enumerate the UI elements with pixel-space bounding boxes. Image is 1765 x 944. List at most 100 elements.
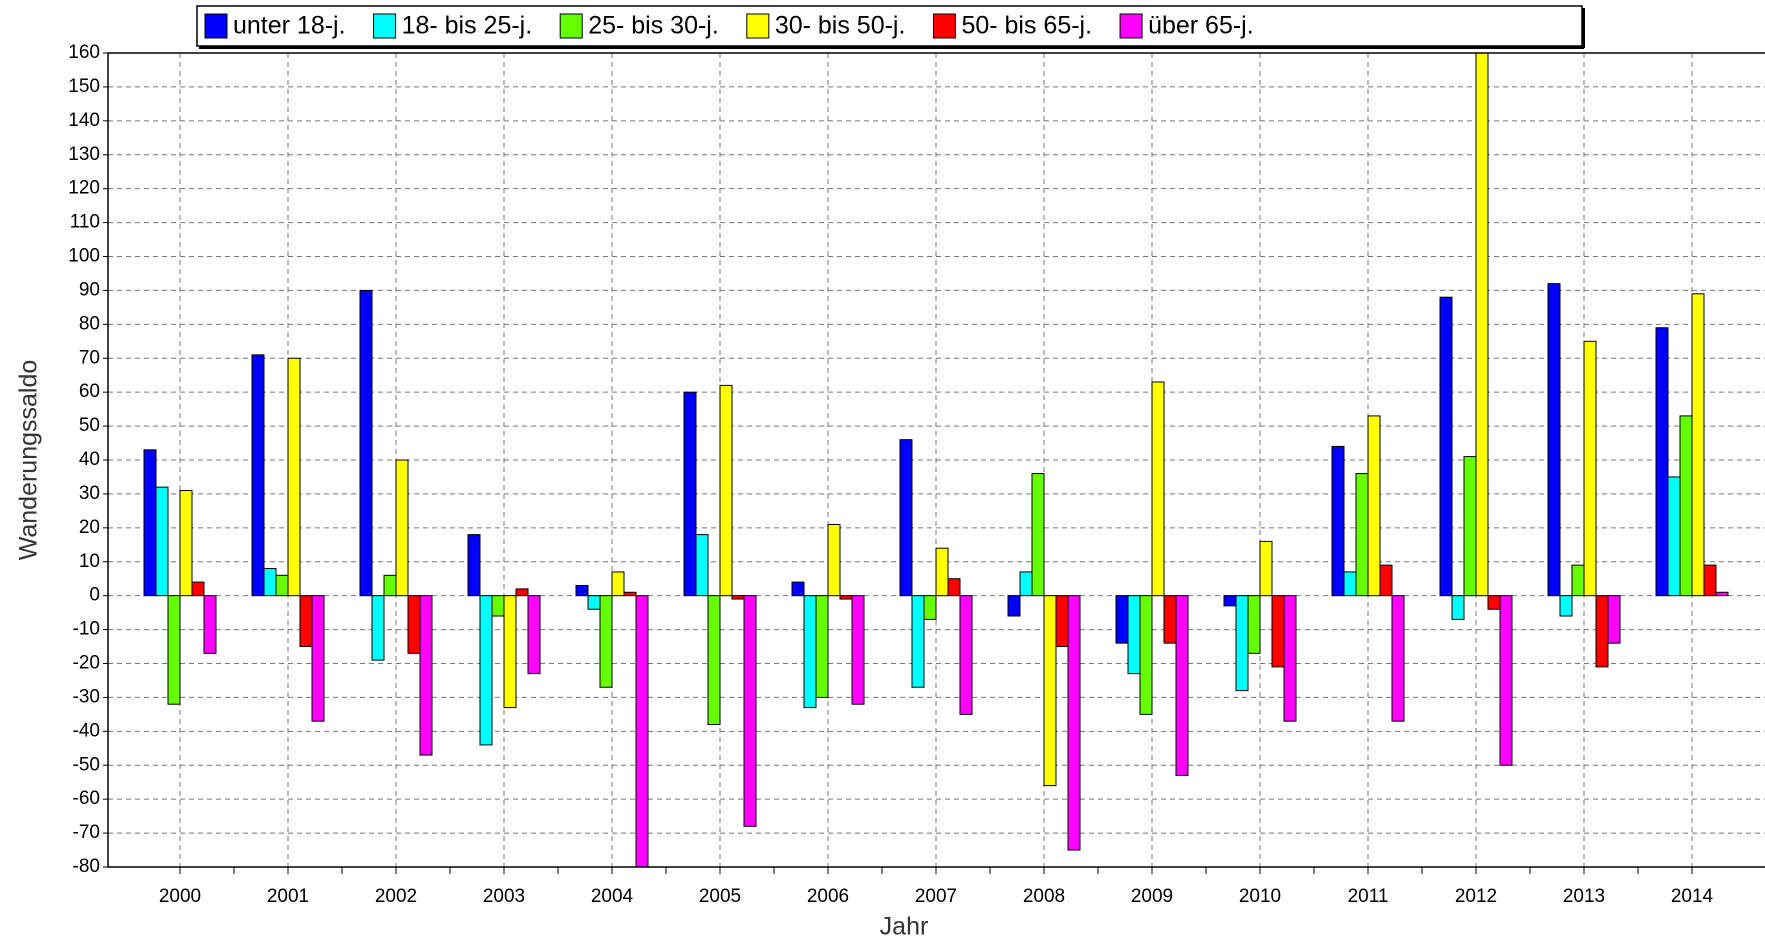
bar: [1007, 595, 1021, 617]
legend-label: über 65-j.: [1148, 12, 1254, 40]
bar: [827, 523, 841, 597]
x-tick-label: 2005: [699, 886, 741, 907]
bar: [1595, 595, 1609, 668]
legend-label: unter 18-j.: [233, 12, 346, 40]
bar: [923, 595, 937, 620]
legend-swatch: [1119, 13, 1143, 39]
x-tick-label: 2001: [267, 886, 309, 907]
x-tick-label: 2011: [1348, 886, 1389, 907]
bar: [815, 595, 829, 698]
bar: [419, 595, 433, 756]
legend-label: 25- bis 30-j.: [588, 12, 719, 40]
bar: [1487, 595, 1501, 610]
bar: [1019, 571, 1033, 597]
bar: [1259, 540, 1273, 597]
y-tick-label: -10: [73, 619, 100, 640]
bar: [803, 595, 817, 709]
bar: [1475, 53, 1489, 597]
x-tick-label: 2010: [1239, 886, 1281, 907]
x-tick-label: 2004: [591, 886, 634, 907]
bar: [503, 595, 517, 709]
bar: [947, 578, 961, 597]
bar: [575, 584, 589, 597]
bar: [599, 595, 613, 688]
legend-label: 18- bis 25-j.: [402, 12, 533, 40]
y-tick-label: 60: [79, 381, 100, 402]
bar: [707, 595, 721, 726]
bar: [191, 581, 205, 597]
bar: [395, 459, 409, 597]
bar: [383, 574, 397, 597]
y-tick-label: 100: [68, 246, 100, 267]
bar: [287, 357, 301, 597]
y-tick-label: 160: [68, 42, 100, 63]
legend-box: [196, 5, 1583, 47]
bar: [839, 595, 853, 600]
y-tick-label: -20: [73, 653, 100, 674]
y-tick-label: 20: [79, 517, 100, 538]
bar: [1115, 595, 1129, 644]
bar: [1163, 595, 1177, 644]
bar: [1583, 340, 1597, 597]
bar: [623, 591, 637, 597]
bar: [467, 534, 481, 597]
bar: [515, 588, 529, 597]
bar: [851, 595, 865, 705]
bar: [1355, 473, 1369, 597]
bar: [1391, 595, 1405, 722]
bar: [1271, 595, 1285, 668]
y-tick-label: -40: [73, 720, 100, 741]
x-tick-label: 2003: [483, 886, 525, 907]
y-tick-label: -80: [73, 856, 100, 877]
bar: [311, 595, 325, 722]
y-tick-label: 50: [79, 415, 100, 436]
x-tick-label: 2008: [1023, 886, 1065, 907]
bar: [371, 595, 385, 661]
bar: [1559, 595, 1573, 617]
bar: [1043, 595, 1057, 787]
x-tick-label: 2002: [375, 886, 417, 907]
bar: [695, 534, 709, 597]
bar: [911, 595, 925, 688]
bar: [1151, 381, 1165, 597]
bar: [143, 449, 157, 597]
bar: [179, 490, 193, 597]
bar: [683, 391, 697, 597]
bar: [1667, 476, 1681, 597]
bar: [263, 568, 277, 597]
y-tick-label: -60: [73, 788, 100, 809]
bar: [791, 581, 805, 597]
y-tick-label: 150: [68, 76, 100, 97]
bar: [1607, 595, 1621, 644]
y-axis-label: Wanderungssaldo: [15, 360, 43, 561]
y-tick-label: 110: [70, 212, 100, 233]
legend-label: 30- bis 50-j.: [775, 12, 906, 40]
legend-label: 50- bis 65-j.: [961, 12, 1092, 40]
bar: [1067, 595, 1081, 851]
legend-swatch: [373, 13, 397, 39]
bar: [1463, 456, 1477, 597]
y-tick-label: 130: [68, 144, 100, 165]
bar: [1655, 327, 1669, 597]
bar: [203, 595, 217, 654]
x-tick-label: 2007: [915, 886, 957, 907]
x-tick-label: 2006: [807, 886, 849, 907]
bar: [1283, 595, 1297, 722]
bar: [1451, 595, 1465, 620]
y-tick-label: 80: [79, 313, 100, 334]
y-tick-label: 10: [79, 551, 100, 572]
y-tick-label: -30: [73, 686, 100, 707]
y-tick-label: 140: [68, 110, 100, 131]
bar: [1223, 595, 1237, 607]
bar: [1367, 415, 1381, 597]
bar: [1679, 415, 1693, 597]
bar: [1547, 283, 1561, 597]
x-axis-label: Jahr: [880, 913, 929, 941]
bar: [155, 486, 169, 597]
bar: [899, 439, 913, 597]
bar: [407, 595, 421, 654]
legend-swatch: [559, 13, 583, 39]
legend-swatch: [204, 13, 228, 39]
